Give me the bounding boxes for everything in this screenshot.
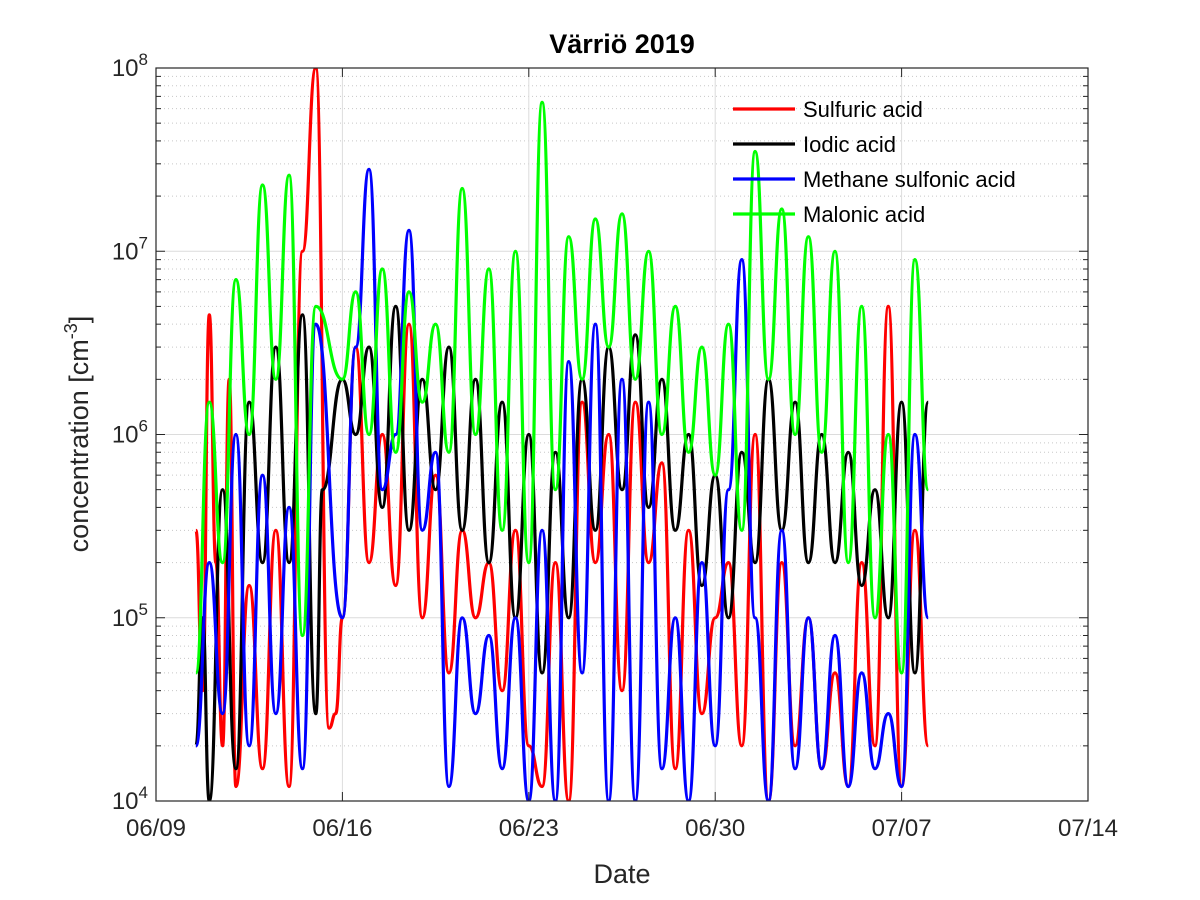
tick-marks (155, 67, 1089, 802)
y-tick-label: 104 (112, 783, 148, 815)
y-axis-title-superscript: -3 (61, 323, 81, 339)
x-axis: 06/09 06/16 06/23 06/30 07/07 07/14 (126, 815, 1118, 842)
series-line-4 (194, 100, 930, 675)
y-tick-label: 106 (112, 417, 148, 449)
series-layer (194, 68, 930, 801)
y-tick-label: 108 (112, 50, 148, 82)
y-axis-title-main: concentration [cm (64, 339, 94, 552)
chart-title: Värriö 2019 (549, 29, 695, 59)
x-tick-label: 07/07 (872, 815, 932, 842)
x-tick-label: 07/14 (1058, 815, 1118, 842)
x-tick-label: 06/09 (126, 815, 186, 842)
legend-label: Methane sulfonic acid (803, 167, 1016, 192)
grid (155, 67, 1089, 802)
y-tick-label: 107 (112, 233, 148, 265)
x-axis-title: Date (593, 859, 650, 889)
y-axis: 104 105 106 107 108 (112, 50, 148, 815)
legend: Sulfuric acid Iodic acid Methane sulfonic … (733, 97, 1016, 227)
x-tick-label: 06/30 (685, 815, 745, 842)
y-axis-title-end: ] (64, 316, 94, 324)
y-tick-label: 105 (112, 600, 148, 632)
x-tick-label: 06/16 (312, 815, 372, 842)
series-line-2 (194, 304, 930, 801)
x-tick-label: 06/23 (499, 815, 559, 842)
legend-label: Malonic acid (803, 202, 925, 227)
legend-label: Sulfuric acid (803, 97, 923, 122)
y-axis-title: concentration [cm-3] (61, 316, 94, 553)
legend-label: Iodic acid (803, 132, 896, 157)
